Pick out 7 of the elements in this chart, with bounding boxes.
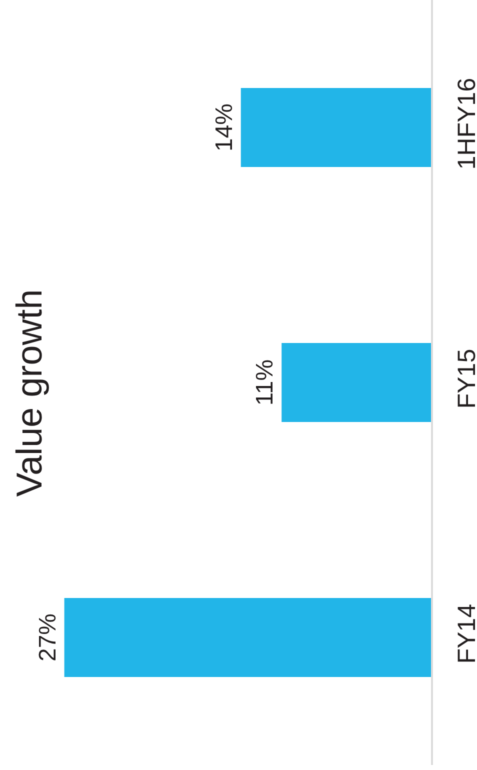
y-tick-label: FY14 [453, 604, 477, 664]
data-label: 14% [210, 103, 238, 152]
text: Value growth [8, 289, 50, 497]
data-label: 27% [34, 613, 62, 662]
data-label: 11% [252, 359, 279, 406]
y-tick-label: FY15 [453, 348, 477, 409]
y-tick-label: 1HFY16 [453, 78, 477, 170]
